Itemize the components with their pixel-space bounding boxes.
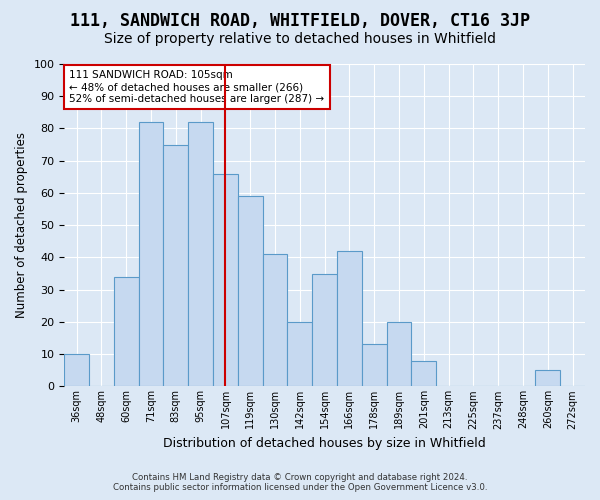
Bar bbox=[386, 322, 412, 386]
Bar bbox=[362, 344, 386, 387]
Bar bbox=[139, 122, 163, 386]
Bar bbox=[287, 322, 312, 386]
Bar bbox=[188, 122, 213, 386]
Bar bbox=[213, 174, 238, 386]
Bar bbox=[337, 251, 362, 386]
Bar bbox=[535, 370, 560, 386]
Bar bbox=[263, 254, 287, 386]
Bar bbox=[412, 360, 436, 386]
Bar bbox=[163, 144, 188, 386]
Text: Size of property relative to detached houses in Whitfield: Size of property relative to detached ho… bbox=[104, 32, 496, 46]
Text: 111, SANDWICH ROAD, WHITFIELD, DOVER, CT16 3JP: 111, SANDWICH ROAD, WHITFIELD, DOVER, CT… bbox=[70, 12, 530, 30]
Bar bbox=[64, 354, 89, 386]
Bar bbox=[312, 274, 337, 386]
X-axis label: Distribution of detached houses by size in Whitfield: Distribution of detached houses by size … bbox=[163, 437, 486, 450]
Y-axis label: Number of detached properties: Number of detached properties bbox=[15, 132, 28, 318]
Bar bbox=[238, 196, 263, 386]
Text: 111 SANDWICH ROAD: 105sqm
← 48% of detached houses are smaller (266)
52% of semi: 111 SANDWICH ROAD: 105sqm ← 48% of detac… bbox=[70, 70, 325, 104]
Bar bbox=[114, 277, 139, 386]
Text: Contains HM Land Registry data © Crown copyright and database right 2024.
Contai: Contains HM Land Registry data © Crown c… bbox=[113, 473, 487, 492]
